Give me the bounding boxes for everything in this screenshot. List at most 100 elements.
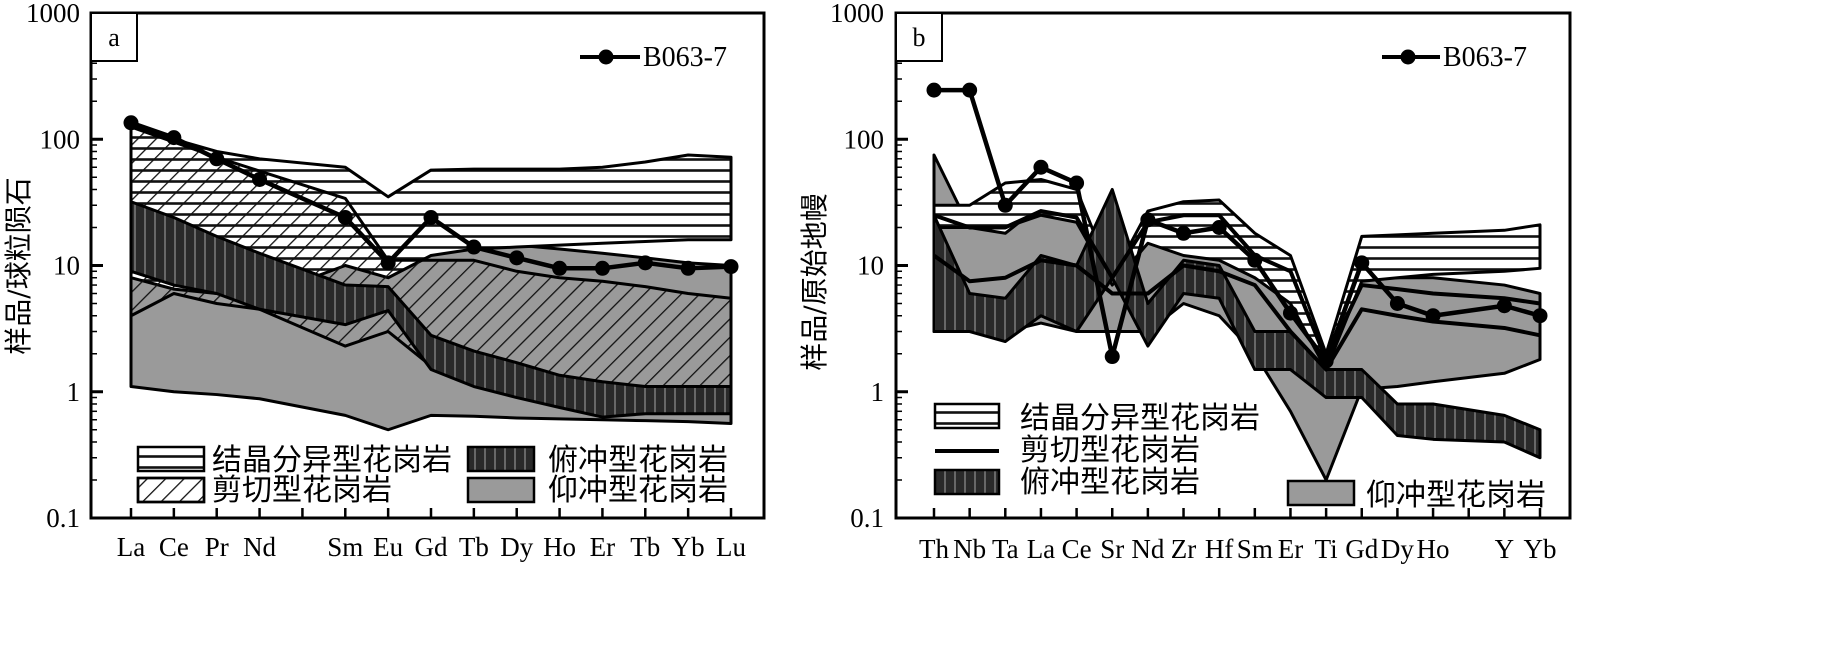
field-vertical-hatch-dark (129, 200, 733, 419)
panel-a-fields (129, 123, 733, 432)
series-point (1247, 252, 1263, 268)
y-tick-label: 100 (844, 124, 885, 154)
series-point (1033, 159, 1049, 175)
panel-b-legend: 结晶分异型花岗岩 剪切型花岗岩 俯冲型花岗岩 仰冲型花岗岩 (933, 401, 1546, 513)
series-point (1069, 175, 1085, 191)
x-tick-label: Ta (992, 534, 1019, 564)
legend-swatch-fractionation (136, 445, 206, 473)
x-tick-label: Tb (630, 532, 660, 562)
x-tick-label: La (1027, 534, 1055, 564)
series-point (723, 259, 739, 275)
y-tick-label: 1000 (26, 0, 80, 28)
x-tick-label: Ti (1315, 534, 1338, 564)
panel-b-axis: 0.1 1 10 100 1000 Th Nb Ta La Ce Sr Nd Zr Hf Sm Er Ti Gd D… (830, 0, 1557, 564)
sample-legend-marker (1400, 49, 1416, 65)
y-tick-label: 1 (67, 377, 81, 407)
series-point (1496, 298, 1512, 314)
series-point (997, 197, 1013, 213)
series-point (509, 250, 525, 266)
x-tick-label: Sm (1237, 534, 1273, 564)
y-tick-label: 10 (857, 251, 884, 281)
legend-label-fractionation: 结晶分异型花岗岩 (1020, 401, 1260, 436)
x-tick-label: Yb (1524, 534, 1557, 564)
series-point (466, 239, 482, 255)
legend-swatch-obduction (1286, 479, 1356, 507)
y-tick-label: 1 (871, 377, 885, 407)
panel-b-series (926, 82, 1548, 369)
series-point (166, 130, 182, 146)
legend-label-shear: 剪切型花岗岩 (1020, 433, 1200, 468)
panel-b-label-box (895, 12, 943, 62)
x-tick-label: Er (590, 532, 615, 562)
series-point (123, 115, 139, 131)
x-tick-label: Nd (243, 532, 276, 562)
x-tick-label: Sm (327, 532, 363, 562)
series-point (1211, 219, 1227, 235)
x-tick-label: Zr (1171, 534, 1196, 564)
sample-legend-marker (598, 49, 614, 65)
x-tick-label: Gd (415, 532, 448, 562)
series-point (1354, 255, 1370, 271)
panel-b-label: b (913, 23, 926, 52)
series-point (1104, 349, 1120, 365)
legend-swatch-obduction (466, 476, 536, 504)
series-point (1532, 308, 1548, 324)
x-tick-label: La (117, 532, 145, 562)
series-point (380, 255, 396, 271)
panel-b-ylabel: 样品/原始地幔 (798, 193, 831, 370)
x-tick-label: Ce (159, 532, 189, 562)
series-point (594, 260, 610, 276)
panel-a-series (123, 115, 739, 276)
x-tick-label: Y (1495, 534, 1515, 564)
x-tick-label: Nd (1131, 534, 1164, 564)
x-tick-label: Yb (672, 532, 705, 562)
legend-label-subduction: 俯冲型花岗岩 (548, 443, 728, 478)
x-tick-label: Hf (1205, 534, 1234, 564)
series-point (1425, 308, 1441, 324)
x-tick-label: Nb (953, 534, 986, 564)
y-tick-label: 1000 (830, 0, 884, 28)
panel-a: 0.1 1 10 100 1000 La Ce Pr Nd Sm Eu Gd Tb Dy Ho Er Tb Yb L… (2, 0, 766, 562)
x-tick-label: Er (1278, 534, 1303, 564)
series-point (1318, 353, 1334, 369)
x-tick-label: Th (919, 534, 949, 564)
legend-label-obduction: 仰冲型花岗岩 (1366, 478, 1546, 513)
panel-b-sample-legend: B063-7 (1382, 42, 1527, 73)
sample-legend-label: B063-7 (1443, 42, 1527, 73)
series-point (209, 151, 225, 167)
x-tick-label: Eu (373, 532, 403, 562)
legend-label-shear: 剪切型花岗岩 (212, 473, 392, 508)
legend-label-obduction: 仰冲型花岗岩 (548, 473, 728, 508)
x-tick-label: Lu (716, 532, 746, 562)
panel-a-axis: 0.1 1 10 100 1000 La Ce Pr Nd Sm Eu Gd Tb Dy Ho Er Tb Yb L… (26, 0, 746, 562)
panel-a-legend: 结晶分异型花岗岩 剪切型花岗岩 俯冲型花岗岩 仰冲型花岗岩 (136, 443, 728, 508)
y-tick-label: 10 (53, 251, 80, 281)
x-tick-label: Tb (459, 532, 489, 562)
panel-a-label-box (90, 12, 138, 62)
field-line-pair-upper (933, 209, 1541, 362)
x-tick-label: Dy (500, 532, 533, 562)
series-point (680, 260, 696, 276)
series-point (1176, 225, 1192, 241)
series-point (962, 82, 978, 98)
series-point (1282, 305, 1298, 321)
panel-a-label: a (108, 23, 120, 52)
series-point (637, 255, 653, 271)
legend-swatch-shear-hatch (136, 476, 206, 504)
series-point (1140, 212, 1156, 228)
x-tick-label: Ho (1417, 534, 1450, 564)
field-line-pair-lower (932, 253, 1541, 372)
legend-swatch-fractionation (933, 402, 1001, 430)
y-tick-label: 100 (40, 124, 81, 154)
panel-b: 0.1 1 10 100 1000 Th Nb Ta La Ce Sr Nd Zr Hf Sm Er Ti Gd D… (798, 0, 1572, 564)
legend-label-subduction: 俯冲型花岗岩 (1020, 465, 1200, 500)
x-tick-label: Sr (1100, 534, 1124, 564)
x-tick-label: Ce (1062, 534, 1092, 564)
series-point (926, 82, 942, 98)
sample-legend-label: B063-7 (643, 42, 727, 73)
series-point (252, 171, 268, 187)
y-tick-label: 0.1 (850, 503, 884, 533)
series-point (1389, 296, 1405, 312)
series-point (552, 260, 568, 276)
